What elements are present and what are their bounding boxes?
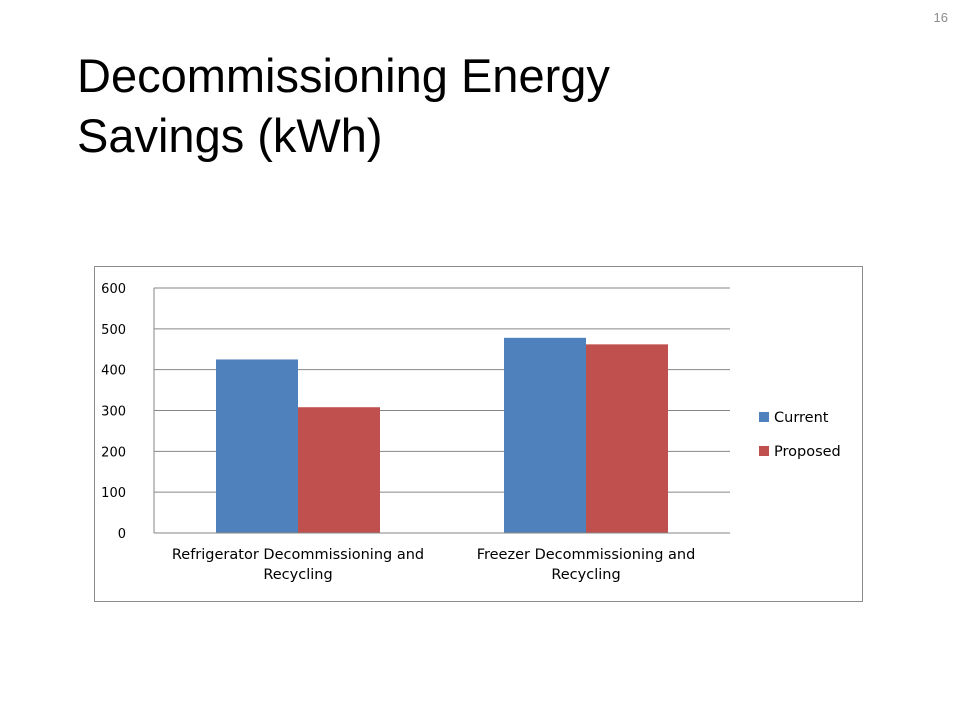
legend-label-current: Current [774,410,829,426]
x-category-label: Recycling [551,567,620,583]
title-line-2: Savings (kWh) [77,109,383,162]
y-tick-label: 100 [101,486,126,501]
legend-swatch-proposed [759,446,769,456]
y-tick-label: 200 [101,445,126,460]
bar-proposed-2 [586,344,668,533]
x-category-label: Refrigerator Decommissioning and [172,547,424,563]
bars [216,337,668,533]
y-tick-label: 0 [118,527,126,542]
legend: Current Proposed [759,410,841,460]
bar-current-2 [504,337,586,533]
bar-current-1 [216,359,298,533]
y-tick-label: 500 [101,323,126,338]
y-tick-label: 600 [101,282,126,297]
x-category-label: Freezer Decommissioning and [477,547,696,563]
y-tick-labels: 0 100 200 300 400 500 600 [101,282,126,542]
title-line-1: Decommissioning Energy [77,49,610,102]
y-tick-label: 300 [101,405,126,420]
bar-proposed-1 [298,407,380,533]
x-category-label: Recycling [263,567,332,583]
chart-frame: 0 100 200 300 400 500 600 Refrigerator Decommi… [94,266,863,602]
bar-chart: 0 100 200 300 400 500 600 Refrigerator Decommi… [101,282,841,583]
y-tick-label: 400 [101,364,126,379]
legend-label-proposed: Proposed [774,444,841,460]
slide-number: 16 [933,10,948,25]
slide-title: Decommissioning Energy Savings (kWh) [77,46,897,166]
axes [153,288,730,534]
legend-swatch-current [759,412,769,422]
x-category-labels: Refrigerator Decommissioning and Recyclin… [172,547,695,583]
